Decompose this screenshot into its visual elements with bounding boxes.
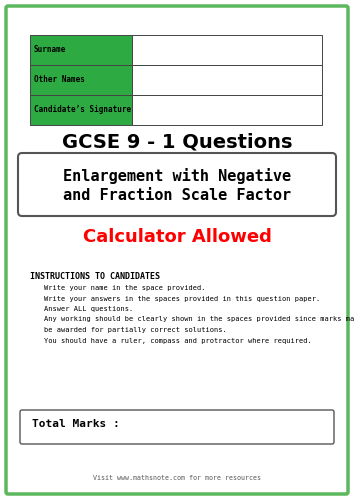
Text: Any working should be clearly shown in the spaces provided since marks may: Any working should be clearly shown in t… [44, 316, 354, 322]
FancyBboxPatch shape [20, 410, 334, 444]
Text: Write your name in the space provided.: Write your name in the space provided. [44, 285, 206, 291]
Text: You should have a ruler, compass and protractor where required.: You should have a ruler, compass and pro… [44, 338, 312, 344]
Text: Candidate’s Signature: Candidate’s Signature [34, 106, 131, 114]
Text: Enlargement with Negative: Enlargement with Negative [63, 168, 291, 184]
Bar [132, 35, 322, 65]
FancyBboxPatch shape [6, 6, 348, 494]
Text: Calculator Allowed: Calculator Allowed [82, 228, 272, 246]
Bar [30, 35, 132, 65]
Text: Write your answers in the spaces provided in this question paper.: Write your answers in the spaces provide… [44, 296, 320, 302]
FancyBboxPatch shape [18, 153, 336, 216]
Bar [30, 65, 132, 95]
Bar [30, 95, 132, 125]
Text: Surname: Surname [34, 46, 67, 54]
Bar [132, 65, 322, 95]
Text: Other Names: Other Names [34, 76, 85, 84]
Text: GCSE 9 - 1 Questions: GCSE 9 - 1 Questions [62, 132, 292, 152]
Bar [132, 95, 322, 125]
Text: Visit www.mathsnote.com for more resources: Visit www.mathsnote.com for more resourc… [93, 475, 261, 481]
Text: be awarded for partially correct solutions.: be awarded for partially correct solutio… [44, 327, 227, 333]
Text: Total Marks :: Total Marks : [32, 419, 120, 429]
Text: Answer ALL questions.: Answer ALL questions. [44, 306, 133, 312]
Text: and Fraction Scale Factor: and Fraction Scale Factor [63, 188, 291, 204]
Text: INSTRUCTIONS TO CANDIDATES: INSTRUCTIONS TO CANDIDATES [30, 272, 160, 281]
